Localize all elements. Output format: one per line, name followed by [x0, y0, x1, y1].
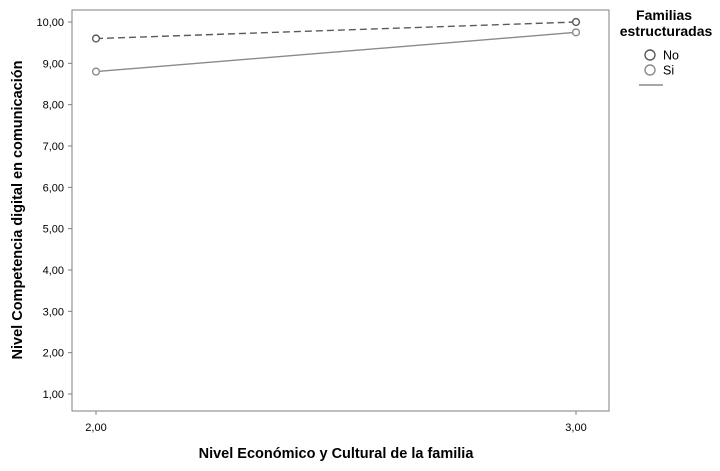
- y-tick-label: 1,00: [43, 389, 64, 401]
- x-tick-label: 2,00: [85, 422, 106, 434]
- y-tick-label: 6,00: [43, 182, 64, 194]
- legend-marker-si: [644, 64, 656, 76]
- data-point-si: [571, 28, 581, 37]
- legend-label-no: No: [663, 49, 679, 63]
- series-layer: [91, 17, 581, 76]
- y-tick-label: 4,00: [43, 265, 64, 277]
- x-axis-ticks: 2,00 3,00: [85, 411, 587, 434]
- y-axis-title: Nivel Competencia digital en comunicació…: [10, 61, 26, 360]
- y-tick-label: 10,00: [36, 17, 64, 29]
- y-tick-label: 3,00: [43, 306, 64, 318]
- plot-area: [71, 9, 610, 412]
- legend-title-line-2: estructuradas: [620, 23, 713, 39]
- legend-label-si: Si: [663, 64, 674, 78]
- legend-title-line-1: Familias: [636, 7, 692, 23]
- y-tick-label: 9,00: [43, 58, 64, 70]
- legend-marker-no: [644, 49, 656, 61]
- series-line-si: [95, 31, 577, 73]
- y-axis-ticks: 1,00 2,00 3,00 4,00 5,00 6,00 7,00 8,00 9,00 10,0…: [36, 17, 72, 401]
- legend-title: Familias estructuradas: [620, 7, 713, 39]
- y-tick-label: 8,00: [43, 100, 64, 112]
- series-line-no: [95, 21, 577, 40]
- data-point-no: [571, 17, 581, 27]
- y-tick-label: 7,00: [43, 141, 64, 153]
- data-point-no: [91, 34, 101, 43]
- y-tick-label: 5,00: [43, 224, 64, 236]
- data-point-si: [91, 67, 101, 76]
- x-axis-title: Nivel Económico y Cultural de la familia: [199, 446, 475, 462]
- y-tick-label: 2,00: [43, 348, 64, 360]
- x-tick-label: 3,00: [565, 422, 586, 434]
